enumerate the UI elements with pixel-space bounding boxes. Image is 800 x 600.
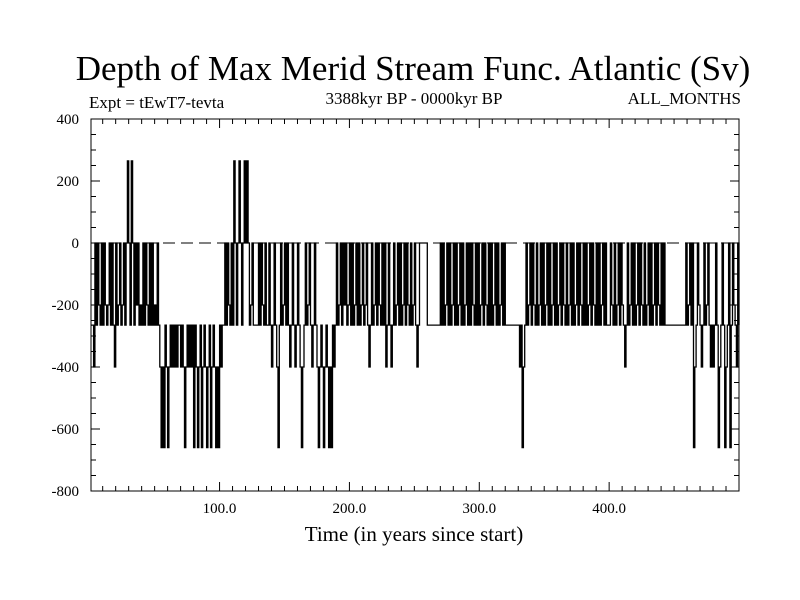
- x-tick-label: 400.0: [592, 501, 626, 517]
- y-tick-label: -400: [52, 360, 80, 376]
- x-tick-label: 300.0: [462, 501, 496, 517]
- x-axis-label: Time (in years since start): [305, 522, 524, 546]
- x-tick-labels: 100.0 200.0 300.0 400.0: [203, 501, 626, 517]
- x-tick-label: 100.0: [203, 501, 237, 517]
- y-tick-label: -200: [52, 298, 80, 314]
- experiment-label: Expt = tEwT7-tevta: [89, 93, 225, 112]
- chart-title: Depth of Max Merid Stream Func. Atlantic…: [76, 49, 751, 88]
- series-line: [91, 160, 740, 449]
- y-tick-labels: 400 200 0 -200 -400 -600 -800: [52, 112, 80, 500]
- time-range-label: 3388kyr BP - 0000kyr BP: [326, 89, 503, 108]
- y-tick-label: -800: [52, 484, 80, 500]
- y-tick-label: 200: [57, 174, 80, 190]
- y-tick-label: 400: [57, 112, 80, 128]
- months-label: ALL_MONTHS: [628, 89, 741, 108]
- x-tick-label: 200.0: [333, 501, 367, 517]
- plot-area: 400 200 0 -200 -400 -600 -800 100.0 200.0 300.0 4…: [52, 112, 740, 517]
- y-tick-label: 0: [72, 236, 80, 252]
- y-tick-label: -600: [52, 422, 80, 438]
